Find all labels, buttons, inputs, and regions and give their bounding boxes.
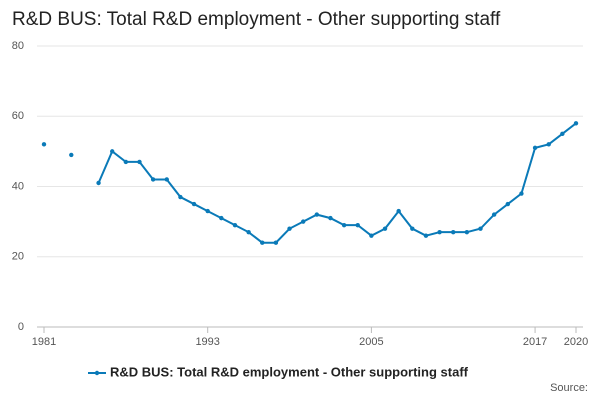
point bbox=[532, 145, 538, 151]
point bbox=[41, 142, 47, 147]
y-tick-label: 20 bbox=[12, 251, 24, 263]
point bbox=[123, 159, 129, 165]
point bbox=[137, 159, 142, 165]
y-tick-label: 40 bbox=[12, 180, 24, 192]
point bbox=[150, 177, 156, 182]
point bbox=[164, 177, 169, 182]
legend-label: R&D BUS: Total R&D employment - Other su… bbox=[110, 364, 469, 379]
series-line bbox=[97, 122, 577, 244]
source: Source: bbox=[550, 382, 588, 394]
point bbox=[219, 215, 224, 221]
point bbox=[260, 240, 265, 245]
point bbox=[423, 233, 429, 238]
point bbox=[191, 201, 197, 207]
point bbox=[464, 229, 470, 235]
point bbox=[341, 222, 347, 228]
point bbox=[396, 208, 401, 214]
point bbox=[69, 152, 74, 158]
point bbox=[328, 215, 333, 221]
x-tick-label: 2020 bbox=[564, 336, 588, 348]
point bbox=[382, 226, 388, 231]
point bbox=[546, 142, 551, 147]
point bbox=[519, 191, 524, 196]
chart-title: R&D BUS: Total R&D employment - Other su… bbox=[12, 9, 501, 30]
point bbox=[300, 219, 306, 224]
point bbox=[410, 226, 415, 231]
x-tick-label: 1993 bbox=[195, 336, 219, 348]
point bbox=[205, 208, 210, 214]
point bbox=[287, 226, 292, 231]
x-tick-label: 2017 bbox=[523, 336, 547, 348]
point bbox=[110, 149, 115, 154]
y-tick-label: 80 bbox=[12, 40, 24, 52]
legend-marker bbox=[94, 370, 100, 376]
point bbox=[314, 212, 320, 217]
point bbox=[369, 233, 374, 238]
point bbox=[437, 229, 442, 235]
point bbox=[505, 201, 510, 207]
point bbox=[96, 180, 101, 186]
x-tick-label: 2005 bbox=[359, 336, 383, 348]
x-tick-label: 1981 bbox=[32, 336, 56, 348]
point bbox=[573, 121, 579, 126]
point bbox=[560, 131, 565, 137]
point bbox=[355, 222, 360, 228]
y-tick-label: 60 bbox=[12, 110, 24, 122]
point bbox=[178, 194, 183, 200]
point bbox=[491, 212, 497, 217]
point bbox=[451, 229, 456, 235]
y-tick-label: 0 bbox=[18, 321, 24, 333]
point bbox=[232, 222, 238, 228]
point bbox=[478, 226, 483, 231]
point bbox=[246, 229, 251, 235]
point bbox=[273, 240, 279, 245]
